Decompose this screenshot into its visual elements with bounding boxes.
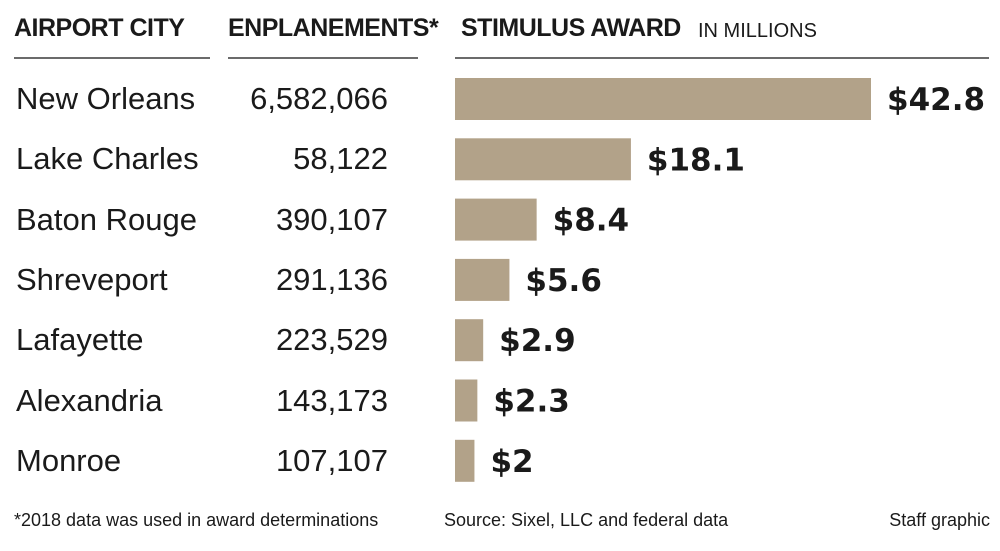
award-value-label: $2.3 [493, 384, 569, 420]
award-bar [455, 258, 510, 301]
enplanements-value: 58,122 [293, 141, 388, 177]
city-label: Lafayette [16, 322, 144, 358]
enplanements-value: 6,582,066 [250, 81, 388, 116]
award-bar [455, 78, 871, 120]
enplanements-header: ENPLANEMENTS* [228, 14, 439, 42]
award-bar [455, 379, 478, 422]
footnote: *2018 data was used in award determinati… [14, 510, 379, 530]
enplanements-value: 291,136 [275, 261, 388, 297]
credit-note: Staff graphic [889, 510, 990, 530]
city-label: Shreveport [16, 261, 168, 297]
city-label: Monroe [16, 442, 122, 478]
enplanements-value: 143,173 [275, 382, 388, 418]
enplanements-value: 107,107 [275, 442, 388, 478]
header-rule-award [455, 57, 989, 59]
award-bar [455, 138, 631, 181]
award-bar [455, 439, 475, 482]
city-label: New Orleans [16, 81, 196, 116]
enplanements-value: 223,529 [275, 322, 388, 358]
source-note: Source: Sixel, LLC and federal data [444, 510, 729, 530]
award-value-label: $18.1 [647, 142, 745, 178]
award-value-label: $2.9 [499, 323, 575, 359]
stimulus-award-header: STIMULUS AWARD [461, 14, 681, 42]
airport-city-header: AIRPORT CITY [14, 14, 185, 42]
city-label: Baton Rouge [16, 201, 197, 237]
award-value-label: $8.4 [553, 203, 630, 239]
award-bar [455, 319, 484, 362]
award-bar [455, 198, 537, 241]
award-value-label: $2 [490, 444, 533, 480]
header-rule-city [14, 57, 210, 59]
city-label: Lake Charles [16, 141, 199, 177]
award-value-label: $42.8 [887, 82, 985, 118]
enplanements-value: 390,107 [275, 201, 388, 237]
header-rule-enplanements [228, 57, 418, 59]
award-value-label: $5.6 [525, 263, 602, 299]
city-label: Alexandria [16, 382, 163, 418]
award-unit-label: IN MILLIONS [698, 20, 817, 42]
